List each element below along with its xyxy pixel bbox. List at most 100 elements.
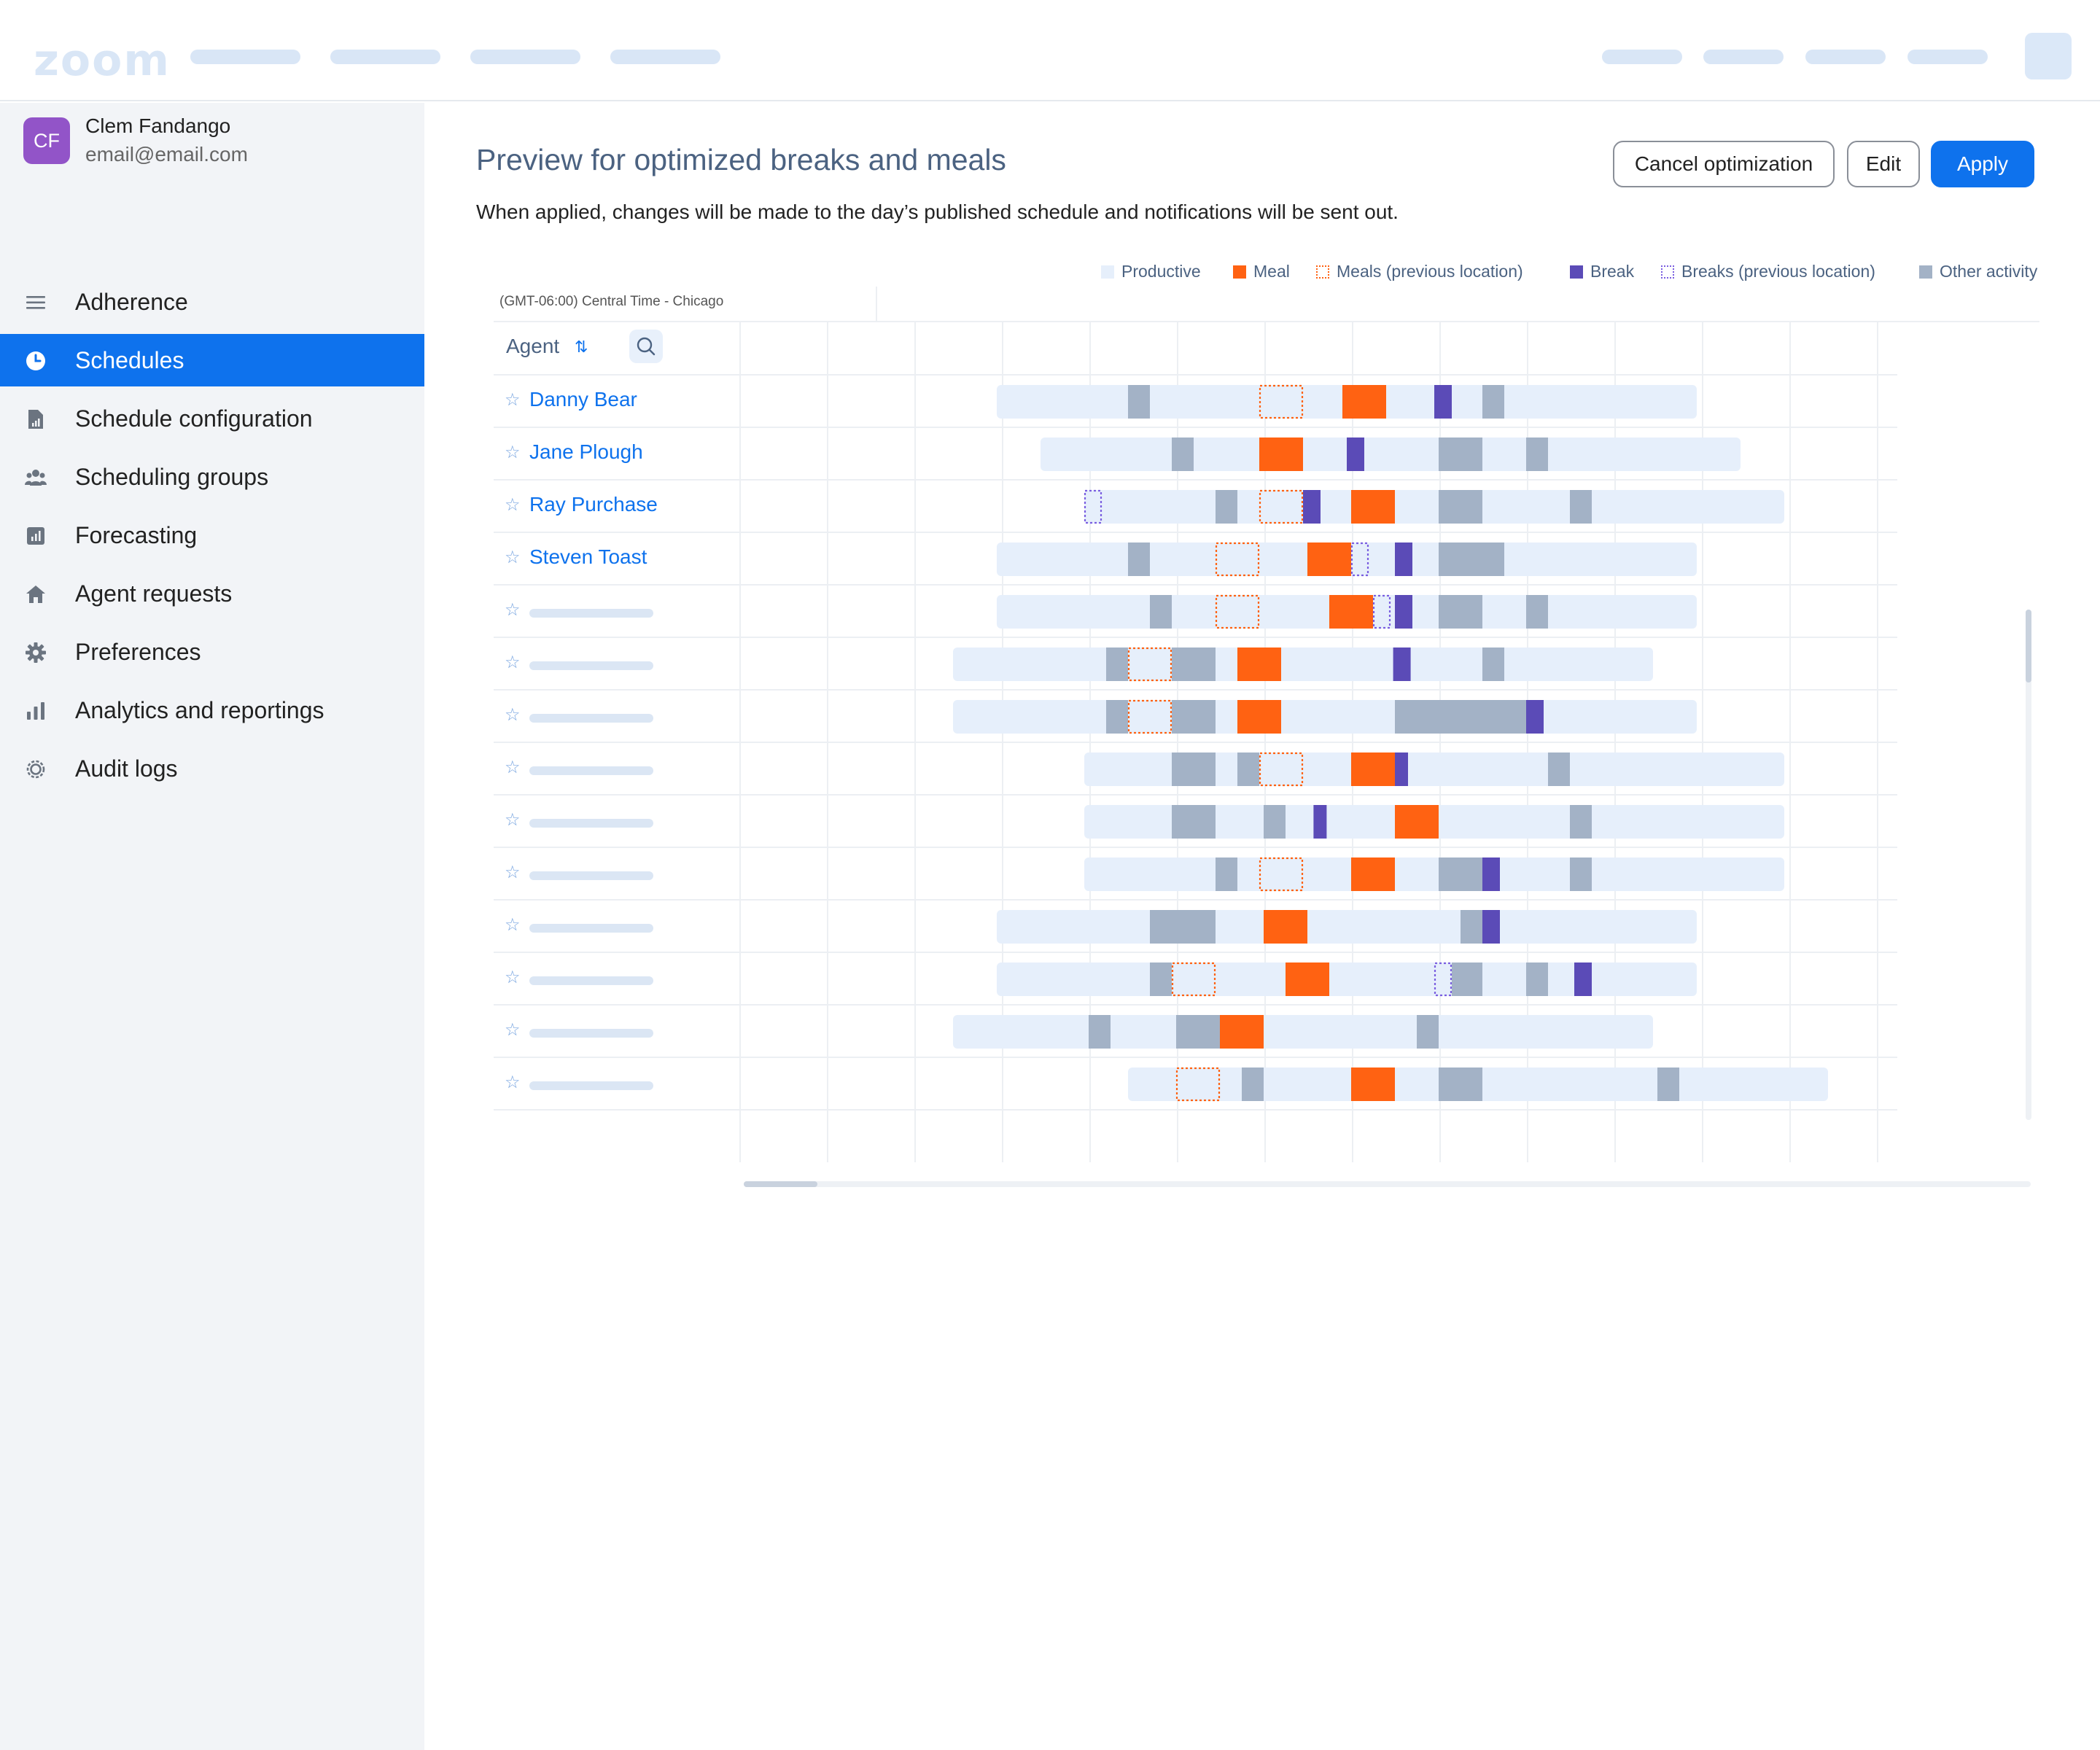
favorite-star-icon[interactable]: ☆ (505, 810, 521, 830)
top-right-placeholder[interactable] (1805, 50, 1886, 64)
favorite-star-icon[interactable]: ☆ (505, 1073, 521, 1092)
favorite-star-icon[interactable]: ☆ (505, 758, 521, 777)
other-activity-block (1172, 752, 1216, 786)
favorite-star-icon[interactable]: ☆ (505, 653, 521, 672)
favorite-star-icon[interactable]: ☆ (505, 548, 521, 567)
vertical-scrollbar[interactable] (2026, 610, 2031, 1120)
meal-previous-location-block (1259, 384, 1304, 419)
legend-swatch-break-prev (1661, 265, 1674, 279)
other-activity-block (1395, 700, 1526, 734)
other-activity-block (1439, 1068, 1482, 1101)
agent-name-placeholder[interactable] (529, 871, 653, 880)
top-nav-placeholder[interactable] (470, 50, 580, 64)
meal-block (1351, 1068, 1395, 1101)
shift-bar (997, 910, 1697, 944)
main-content: Preview for optimized breaks and meals W… (424, 103, 2100, 1750)
agent-name-link[interactable]: Ray Purchase (529, 493, 658, 516)
favorite-star-icon[interactable]: ☆ (505, 1020, 521, 1040)
agent-name-placeholder[interactable] (529, 714, 653, 723)
top-right-placeholder[interactable] (1703, 50, 1784, 64)
sidebar-item-agent-requests[interactable]: Agent requests (0, 567, 424, 620)
favorite-star-icon[interactable]: ☆ (505, 705, 521, 725)
sidebar-item-label: Scheduling groups (75, 463, 269, 490)
other-activity-block (1242, 1068, 1264, 1101)
break-block (1526, 700, 1544, 734)
meal-block (1264, 910, 1307, 944)
legend: Productive Meal Meals (previous location… (424, 262, 2100, 284)
other-activity-block (1216, 858, 1237, 891)
profile-menu-placeholder[interactable] (2025, 33, 2072, 79)
top-right-placeholder[interactable] (1908, 50, 1988, 64)
sidebar-item-forecasting[interactable]: Forecasting (0, 509, 424, 561)
favorite-star-icon[interactable]: ☆ (505, 863, 521, 882)
zoom-logo[interactable]: zoom (34, 35, 171, 86)
break-block (1395, 542, 1412, 576)
agent-name-link[interactable]: Jane Plough (529, 440, 643, 463)
legend-label: Break (1590, 262, 1635, 281)
search-icon (637, 337, 656, 356)
vertical-scrollbar-thumb[interactable] (2026, 610, 2031, 682)
sidebar-nav: Adherence Schedules Schedule configurati… (0, 276, 424, 801)
break-block (1395, 595, 1412, 629)
sidebar-item-schedules[interactable]: Schedules (0, 334, 424, 386)
clock-icon (26, 351, 45, 370)
sidebar-item-scheduling-groups[interactable]: Scheduling groups (0, 451, 424, 503)
avatar[interactable]: CF (23, 117, 70, 164)
agent-column-header[interactable]: Agent (506, 335, 560, 357)
top-nav-placeholder[interactable] (330, 50, 440, 64)
other-activity-block (1452, 962, 1482, 996)
favorite-star-icon[interactable]: ☆ (505, 915, 521, 935)
legend-item: Meals (previous location) (1316, 262, 1523, 281)
other-activity-block (1439, 438, 1482, 471)
agent-name-placeholder[interactable] (529, 766, 653, 775)
sidebar-item-adherence[interactable]: Adherence (0, 276, 424, 328)
shift-bar (953, 1015, 1653, 1049)
agent-name-placeholder[interactable] (529, 609, 653, 618)
meal-previous-location-block (1259, 489, 1304, 524)
favorite-star-icon[interactable]: ☆ (505, 495, 521, 515)
agent-name-placeholder[interactable] (529, 819, 653, 828)
favorite-star-icon[interactable]: ☆ (505, 600, 521, 620)
sidebar-item-preferences[interactable]: Preferences (0, 626, 424, 678)
apply-button[interactable]: Apply (1931, 141, 2034, 187)
other-activity-block (1150, 910, 1216, 944)
horizontal-scrollbar-thumb[interactable] (744, 1181, 817, 1187)
top-nav-placeholder[interactable] (610, 50, 720, 64)
break-block (1574, 962, 1592, 996)
agent-name-placeholder[interactable] (529, 924, 653, 933)
top-right-placeholder[interactable] (1602, 50, 1682, 64)
shift-bar (953, 648, 1653, 681)
timezone-label: (GMT-06:00) Central Time - Chicago (499, 294, 724, 309)
agent-name-placeholder[interactable] (529, 661, 653, 670)
agent-name-placeholder[interactable] (529, 1081, 653, 1090)
sidebar-item-schedule-configuration[interactable]: Schedule configuration (0, 392, 424, 445)
sidebar-item-label: Adherence (75, 288, 188, 315)
sort-icon[interactable]: ⇅ (575, 338, 588, 356)
favorite-star-icon[interactable]: ☆ (505, 390, 521, 410)
meal-block (1259, 438, 1303, 471)
favorite-star-icon[interactable]: ☆ (505, 443, 521, 462)
break-block (1313, 805, 1327, 839)
edit-button[interactable]: Edit (1847, 141, 1920, 187)
favorite-star-icon[interactable]: ☆ (505, 968, 521, 987)
horizontal-scrollbar[interactable] (744, 1181, 2031, 1187)
agent-name-placeholder[interactable] (529, 976, 653, 985)
agent-name-placeholder[interactable] (529, 1029, 653, 1038)
agent-name-link[interactable]: Steven Toast (529, 545, 648, 568)
sidebar-item-analytics-and-reportings[interactable]: Analytics and reportings (0, 684, 424, 736)
break-block (1482, 858, 1500, 891)
meal-previous-location-block (1171, 962, 1216, 997)
legend-item: Other activity (1919, 262, 2037, 281)
agent-name-link[interactable]: Danny Bear (529, 388, 637, 411)
meal-block (1351, 752, 1395, 786)
other-activity-block (1150, 962, 1172, 996)
meal-previous-location-block (1175, 1067, 1221, 1102)
sidebar-item-audit-logs[interactable]: Audit logs (0, 742, 424, 795)
break-block (1395, 752, 1408, 786)
sidebar: CF Clem Fandango email@email.com Adheren… (0, 103, 424, 1750)
break-previous-location-block (1084, 489, 1102, 524)
break-previous-location-block (1372, 594, 1391, 629)
top-nav-placeholder[interactable] (190, 50, 300, 64)
cancel-optimization-button[interactable]: Cancel optimization (1613, 141, 1835, 187)
search-agent-button[interactable] (629, 330, 663, 363)
